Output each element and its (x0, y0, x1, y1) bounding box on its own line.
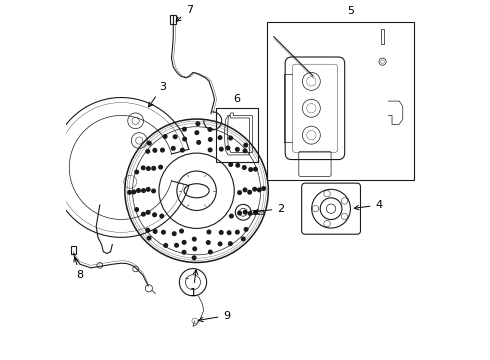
Circle shape (142, 166, 145, 170)
Circle shape (244, 210, 247, 214)
Circle shape (208, 148, 212, 152)
Circle shape (182, 240, 186, 244)
Circle shape (244, 143, 247, 147)
Circle shape (242, 237, 245, 241)
Circle shape (152, 189, 155, 193)
Circle shape (135, 208, 139, 211)
Circle shape (159, 165, 162, 169)
Text: 9: 9 (198, 311, 231, 322)
Circle shape (229, 163, 232, 166)
Bar (381, 30, 384, 44)
Circle shape (182, 251, 186, 254)
Circle shape (132, 190, 136, 194)
Circle shape (248, 212, 252, 215)
Text: 4: 4 (354, 200, 383, 210)
Circle shape (147, 211, 150, 214)
Circle shape (175, 243, 178, 247)
Circle shape (197, 141, 200, 144)
Circle shape (162, 230, 165, 234)
Circle shape (208, 128, 212, 131)
Circle shape (160, 214, 164, 218)
Circle shape (163, 135, 167, 138)
Circle shape (147, 167, 150, 170)
Circle shape (147, 188, 150, 191)
Circle shape (195, 131, 198, 134)
Text: 6: 6 (233, 94, 241, 104)
Circle shape (128, 190, 131, 194)
Circle shape (248, 190, 251, 194)
Circle shape (207, 230, 211, 234)
Circle shape (183, 137, 187, 141)
Circle shape (161, 148, 164, 152)
Bar (171, 15, 176, 24)
Circle shape (220, 231, 223, 234)
Circle shape (262, 187, 266, 190)
Circle shape (193, 256, 196, 260)
Circle shape (172, 147, 175, 150)
Circle shape (254, 211, 257, 214)
Circle shape (254, 167, 257, 171)
Circle shape (226, 146, 230, 150)
Circle shape (146, 228, 149, 232)
Circle shape (244, 228, 248, 231)
Circle shape (196, 122, 199, 126)
Bar (71, 246, 76, 253)
Circle shape (220, 147, 223, 151)
Circle shape (238, 191, 242, 194)
Circle shape (236, 230, 239, 234)
Circle shape (236, 163, 240, 167)
Text: 7: 7 (176, 5, 193, 22)
Text: 5: 5 (347, 6, 354, 17)
Circle shape (229, 136, 232, 140)
Circle shape (142, 189, 146, 192)
Circle shape (243, 166, 246, 169)
Circle shape (227, 231, 231, 234)
Circle shape (153, 149, 157, 152)
Circle shape (209, 250, 212, 254)
Circle shape (153, 213, 156, 217)
Circle shape (236, 148, 239, 151)
Circle shape (249, 168, 252, 171)
Circle shape (230, 214, 233, 218)
Circle shape (137, 189, 140, 192)
Circle shape (135, 170, 139, 174)
Circle shape (173, 135, 177, 139)
Text: 1: 1 (190, 270, 197, 298)
Circle shape (146, 149, 149, 153)
Circle shape (164, 244, 168, 247)
Circle shape (258, 188, 261, 192)
Circle shape (218, 136, 222, 139)
Circle shape (219, 242, 222, 246)
Circle shape (228, 242, 232, 246)
Circle shape (193, 247, 196, 251)
Circle shape (142, 212, 145, 216)
Circle shape (180, 229, 183, 233)
Circle shape (172, 232, 176, 235)
Circle shape (152, 166, 155, 170)
Circle shape (153, 230, 157, 233)
Bar (216, 108, 258, 162)
Circle shape (181, 148, 184, 152)
Circle shape (243, 188, 247, 192)
Circle shape (206, 241, 210, 244)
Circle shape (147, 141, 151, 145)
Circle shape (253, 188, 256, 191)
Circle shape (183, 127, 186, 131)
Text: 8: 8 (74, 257, 84, 280)
Circle shape (193, 237, 196, 241)
Circle shape (147, 236, 151, 240)
Circle shape (238, 211, 242, 215)
Circle shape (208, 138, 212, 141)
Circle shape (243, 149, 247, 153)
Text: 2: 2 (254, 204, 284, 214)
Bar (267, 22, 414, 180)
Text: 3: 3 (148, 82, 166, 107)
